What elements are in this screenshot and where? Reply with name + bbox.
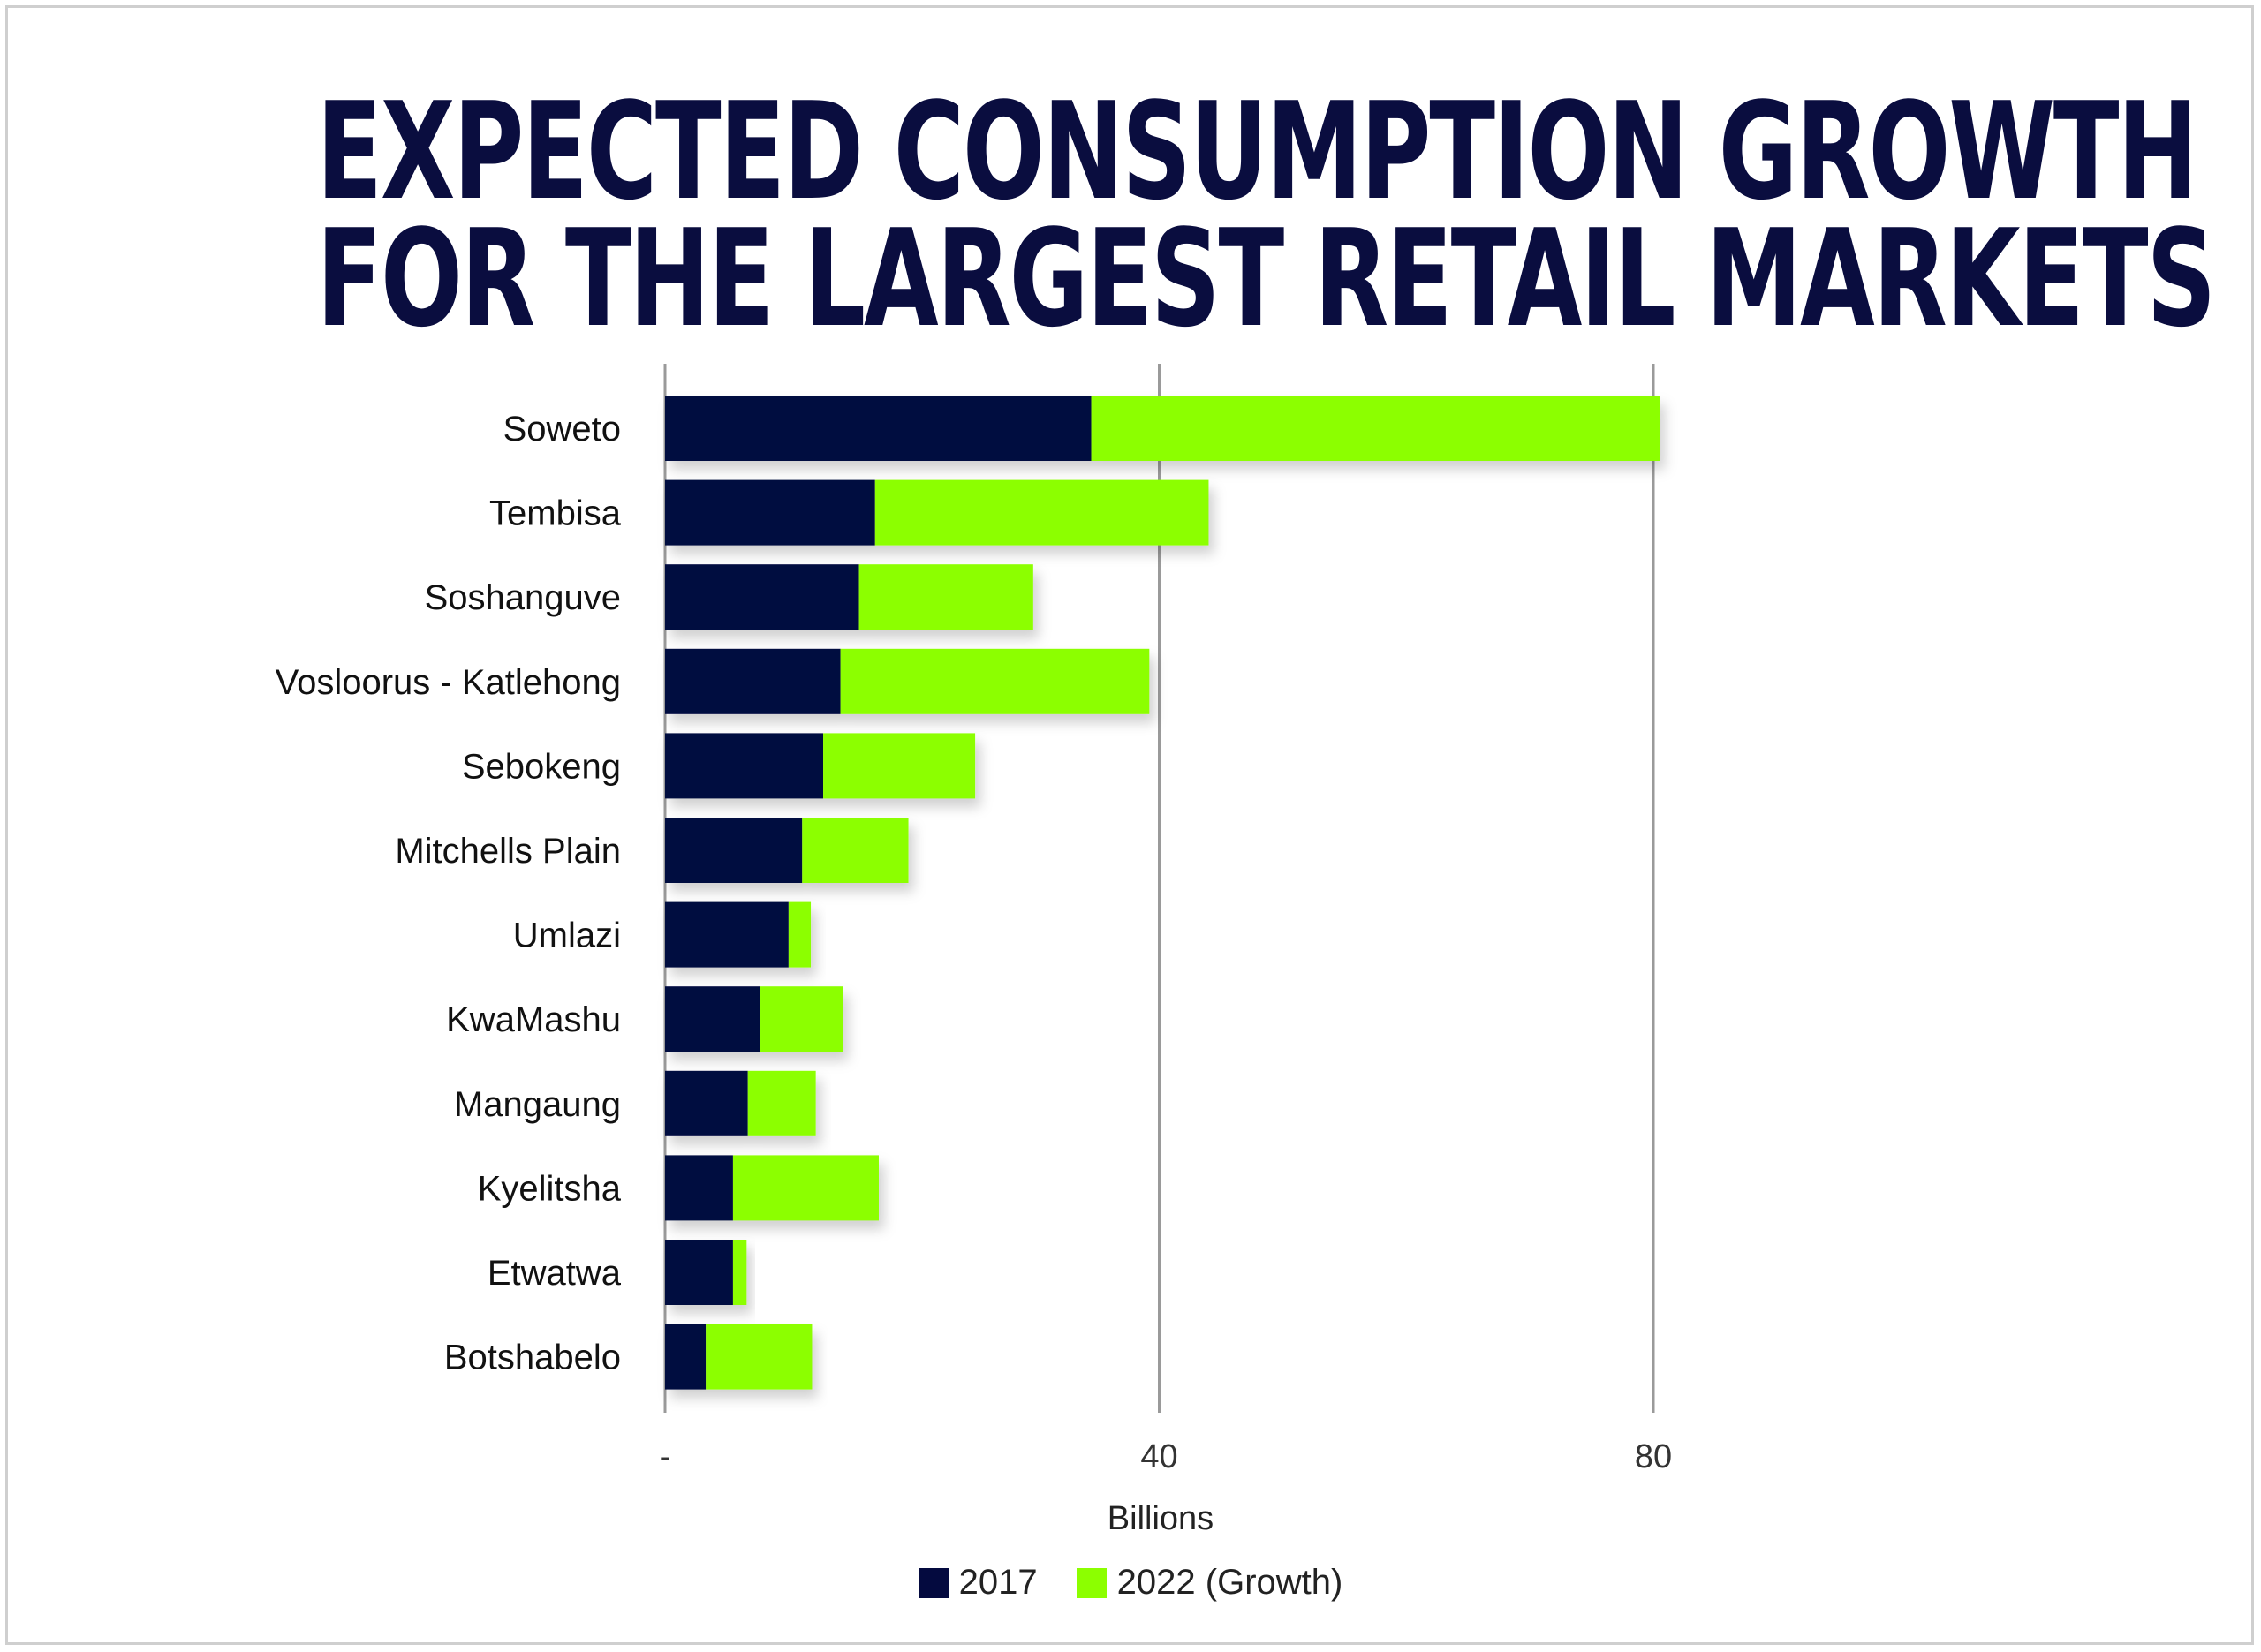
bar-2017-3 (665, 648, 841, 714)
bar-2017-6 (665, 901, 789, 968)
bar-2022-growth-0 (1091, 396, 1660, 461)
bar-2022-growth-9 (732, 1155, 879, 1221)
bar-group-7 (665, 986, 843, 1052)
category-label-4: Sebokeng (462, 747, 621, 786)
bar-2022-growth-1 (874, 479, 1209, 546)
bar-2017-0 (665, 396, 1092, 461)
category-label-9: Kyelitsha (478, 1169, 622, 1208)
bar-2017-7 (665, 986, 760, 1052)
bar-group-9 (665, 1155, 879, 1221)
category-label-2: Soshanguve (425, 578, 621, 617)
category-label-10: Etwatwa (488, 1254, 622, 1293)
bar-group-4 (665, 733, 976, 799)
bar-2022-growth-7 (760, 986, 843, 1052)
chart-frame (5, 5, 2254, 1645)
category-label-0: Soweto (503, 410, 621, 449)
chart-title-line-2: FOR THE LARGEST RETAIL MARKETS (316, 200, 2216, 357)
x-axis-title: Billions (1108, 1500, 1214, 1537)
legend-label-2017: 2017 (958, 1563, 1038, 1602)
legend-label-2022-growth: 2022 (Growth) (1116, 1563, 1343, 1602)
category-label-11: Botshabelo (444, 1339, 621, 1377)
bar-group-1 (665, 479, 1209, 546)
category-label-1: Tembisa (489, 494, 622, 533)
legend-swatch-2017 (918, 1567, 949, 1598)
bar-2017-10 (665, 1240, 733, 1305)
x-tick-label-2: 80 (1635, 1438, 1672, 1475)
bar-2017-1 (665, 479, 875, 546)
bar-2017-5 (665, 818, 803, 883)
legend-swatch-2022-growth (1076, 1567, 1107, 1598)
bar-2022-growth-10 (732, 1240, 747, 1305)
bar-group-3 (665, 648, 1150, 714)
bar-2017-11 (665, 1324, 707, 1390)
bar-group-11 (665, 1324, 813, 1390)
bar-group-2 (665, 564, 1033, 630)
legend-item-2022-growth: 2022 (Growth) (1076, 1563, 1343, 1603)
x-tick-label-0: - (660, 1438, 671, 1475)
bar-2022-growth-8 (747, 1070, 816, 1136)
legend-item-2017: 2017 (918, 1563, 1038, 1603)
legend: 2017 2022 (Growth) (0, 1563, 2261, 1603)
bar-2017-2 (665, 564, 859, 630)
bar-2017-8 (665, 1070, 748, 1136)
category-label-6: Umlazi (513, 917, 621, 955)
bar-2022-growth-4 (823, 733, 976, 799)
bar-2022-growth-3 (840, 648, 1150, 714)
bar-2022-growth-5 (802, 818, 909, 883)
x-tick-label-1: 40 (1140, 1438, 1177, 1475)
chart-title-line-1: EXPECTED CONSUMPTION GROWTH (316, 73, 2198, 230)
bar-2017-9 (665, 1155, 733, 1221)
bar-2017-4 (665, 733, 824, 799)
category-label-8: Mangaung (454, 1085, 621, 1124)
bar-group-0 (665, 396, 1660, 461)
bar-group-6 (665, 901, 812, 968)
category-label-7: KwaMashu (446, 1000, 621, 1039)
category-label-3: Vosloorus - Katlehong (276, 663, 621, 702)
bar-group-5 (665, 818, 909, 883)
bar-2022-growth-6 (788, 901, 812, 968)
category-label-5: Mitchells Plain (395, 832, 621, 871)
bar-group-8 (665, 1070, 816, 1136)
bar-2022-growth-2 (858, 564, 1033, 630)
bar-group-10 (665, 1240, 747, 1305)
bar-2022-growth-11 (706, 1324, 813, 1390)
